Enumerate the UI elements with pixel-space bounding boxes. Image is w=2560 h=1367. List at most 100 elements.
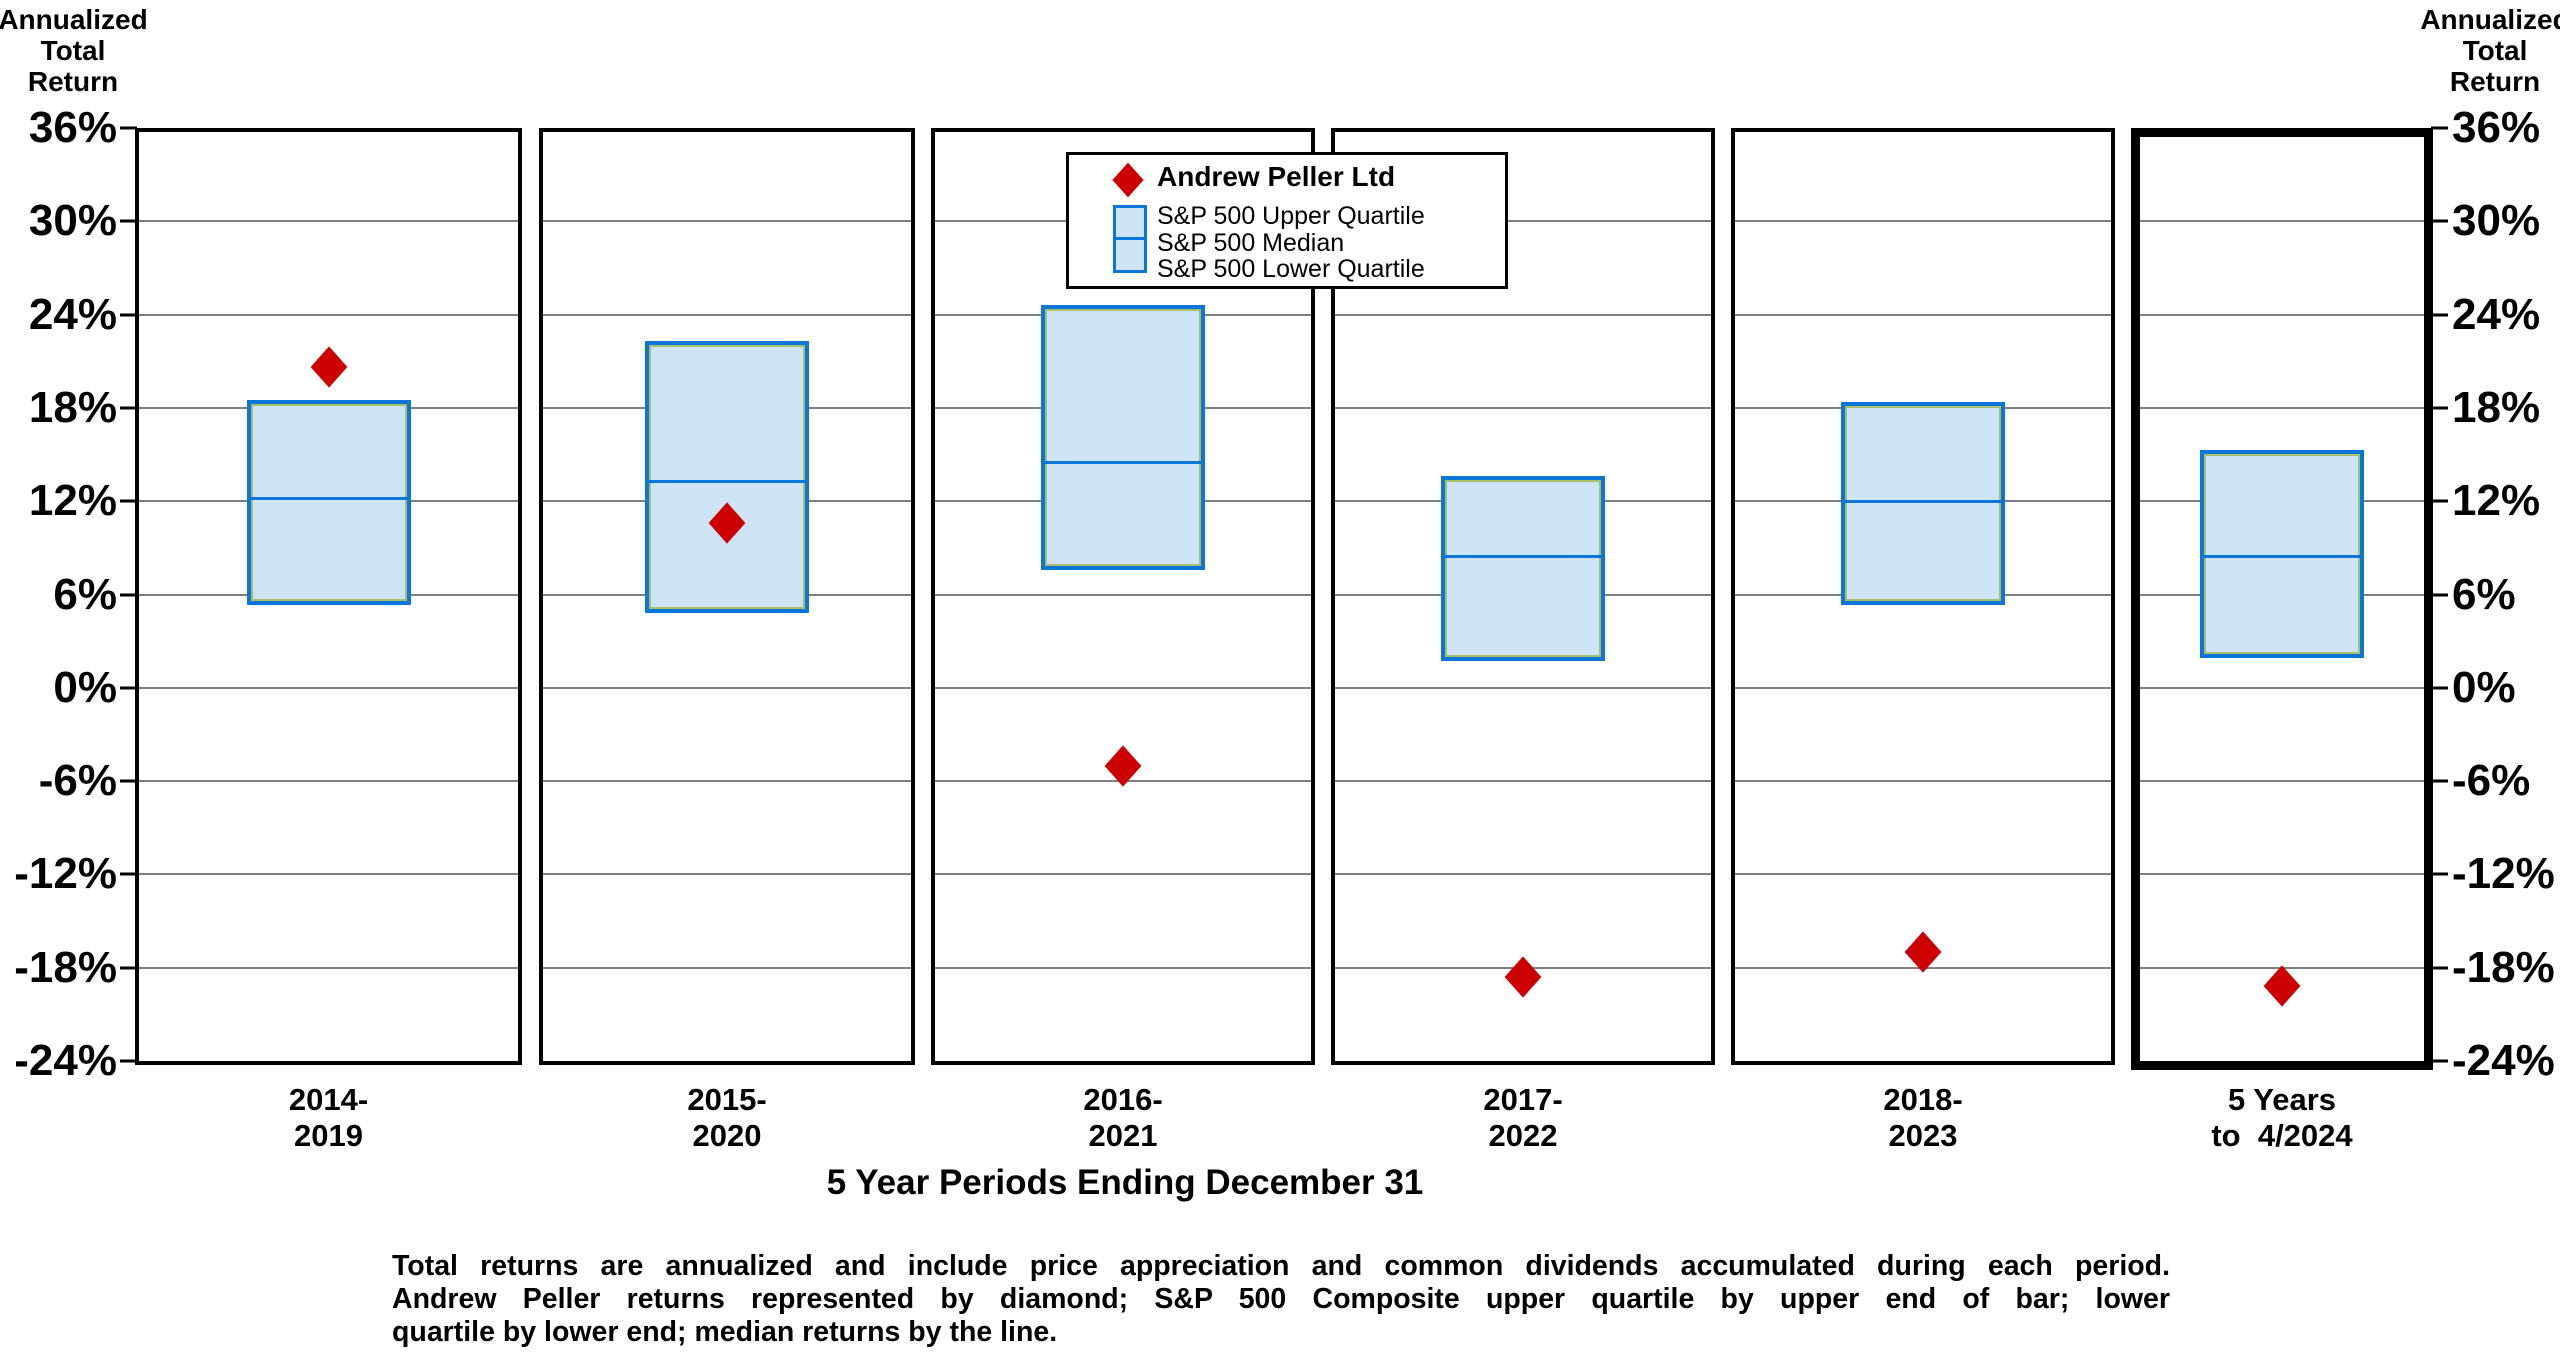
y-tick-mark-left <box>120 313 137 317</box>
x-axis-period-label-line2: to 4/2024 <box>2211 1118 2353 1153</box>
y-tick-label-left: -6% <box>38 756 117 806</box>
gridline <box>2140 873 2424 876</box>
y-tick-label-left: 24% <box>28 289 117 339</box>
gridline <box>543 780 911 783</box>
legend-series-label: Andrew Peller Ltd <box>1157 161 1396 192</box>
y-tick-mark-left <box>120 779 137 783</box>
y-tick-label-right: -6% <box>2452 756 2531 806</box>
y-tick-mark-left <box>120 406 137 410</box>
y-tick-mark-left <box>120 686 137 690</box>
period-panel <box>1731 128 2115 1065</box>
sp500-median-line <box>1045 461 1201 465</box>
x-axis-period-label: 5 Years to 4/2024 <box>2211 1082 2352 1154</box>
gridline <box>139 873 518 876</box>
y-tick-label-left: -12% <box>14 849 117 899</box>
gridline <box>1735 313 2111 316</box>
y-tick-label-right: 12% <box>2452 476 2541 526</box>
gridline <box>2140 686 2424 689</box>
period-panel <box>135 128 522 1065</box>
gridline <box>2140 313 2424 316</box>
gridline <box>543 966 911 969</box>
y-tick-label-left: 36% <box>28 103 117 152</box>
legend: Andrew Peller Ltd S&P 500 Upper Quartile… <box>1066 152 1508 289</box>
y-axis-title-left: Annualized Total Return <box>0 4 168 97</box>
y-axis-title-line: Return <box>2449 66 2541 97</box>
y-tick-label-right: 30% <box>2452 196 2541 246</box>
y-tick-mark-right <box>2431 499 2448 503</box>
y-tick-mark-left <box>120 219 137 223</box>
gridline <box>1335 873 1711 876</box>
y-tick-label-left: 6% <box>53 569 117 619</box>
x-axis-period-label-line2: 2022 <box>1488 1118 1558 1153</box>
sp500-quartile-box <box>1041 305 1205 570</box>
y-tick-label-right: 24% <box>2452 289 2541 339</box>
gridline <box>139 780 518 783</box>
gridline <box>543 873 911 876</box>
gridline <box>935 686 1311 689</box>
y-tick-label-right: -12% <box>2452 849 2555 899</box>
sp500-median-line <box>250 497 407 501</box>
y-tick-label-left: 0% <box>53 662 117 712</box>
gridline <box>2140 406 2424 409</box>
sp500-quartile-box <box>246 400 411 606</box>
y-tick-label-right: 18% <box>2452 382 2541 432</box>
quartile-box-icon <box>1113 205 1147 273</box>
footnote: Total returns are annualized and include… <box>392 1250 2170 1349</box>
period-panel <box>539 128 915 1065</box>
gridline <box>139 966 518 969</box>
gridline <box>2140 780 2424 783</box>
y-tick-mark-right <box>2431 779 2448 783</box>
company-return-diamond <box>1504 956 1542 998</box>
y-tick-label-left: -18% <box>14 942 117 992</box>
gridline <box>935 966 1311 969</box>
gridline <box>2140 220 2424 223</box>
diamond-icon <box>1112 162 1144 198</box>
x-axis-period-label-line1: 2015- <box>687 1082 767 1117</box>
y-tick-label-left: 30% <box>28 196 117 246</box>
y-tick-mark-right <box>2431 593 2448 596</box>
footnote-line: Andrew Peller returns represented by dia… <box>392 1283 2170 1315</box>
y-tick-mark-left <box>120 126 137 130</box>
x-axis-title: 5 Year Periods Ending December 31 <box>826 1163 1424 1202</box>
y-tick-mark-left <box>120 966 137 970</box>
gridline <box>1335 313 1711 316</box>
period-panel <box>1331 128 1715 1065</box>
gridline <box>543 686 911 689</box>
x-axis-period-label: 2017- 2022 <box>1483 1082 1562 1154</box>
x-axis-period-label-line2: 2019 <box>294 1118 363 1153</box>
sp500-quartile-box <box>2200 449 2364 659</box>
gridline <box>935 593 1311 596</box>
legend-item-median: S&P 500 Median <box>1157 228 1345 257</box>
x-axis-period-label-line1: 2017- <box>1483 1082 1563 1117</box>
x-axis-period-label: 2014- 2019 <box>289 1082 368 1154</box>
sp500-median-line <box>2204 554 2360 558</box>
legend-items: S&P 500 Upper Quartile S&P 500 Median S&… <box>1157 203 1425 283</box>
gridline <box>1735 873 2111 876</box>
y-tick-mark-right <box>2431 1059 2448 1063</box>
gridline <box>1335 686 1711 689</box>
y-tick-mark-right <box>2431 966 2448 970</box>
y-tick-label-left: 18% <box>28 382 117 432</box>
gridline <box>1335 406 1711 409</box>
x-axis-period-label: 2016- 2021 <box>1083 1082 1162 1154</box>
footnote-line: quartile by lower end; median returns by… <box>392 1316 1058 1348</box>
sp500-median-line <box>1445 554 1601 558</box>
gridline <box>935 873 1311 876</box>
y-tick-label-right: 36% <box>2452 103 2541 152</box>
y-axis-title-line: Annualized <box>2420 4 2560 35</box>
y-axis-title-line: Annualized <box>0 4 148 35</box>
x-axis-period-label: 2018- 2023 <box>1883 1082 1962 1154</box>
gridline <box>1735 780 2111 783</box>
legend-item-lower-quartile: S&P 500 Lower Quartile <box>1157 255 1425 283</box>
gridline <box>139 313 518 316</box>
x-axis-period-label-line1: 2016- <box>1083 1082 1163 1117</box>
y-axis-title-line: Return <box>27 66 119 97</box>
gridline <box>1735 686 2111 689</box>
gridline <box>1335 220 1711 223</box>
gridline <box>543 313 911 316</box>
gridline <box>1335 780 1711 783</box>
x-axis-period-label: 2015- 2020 <box>687 1082 766 1154</box>
gridline <box>139 220 518 223</box>
footnote-line: Total returns are annualized and include… <box>392 1250 2170 1282</box>
